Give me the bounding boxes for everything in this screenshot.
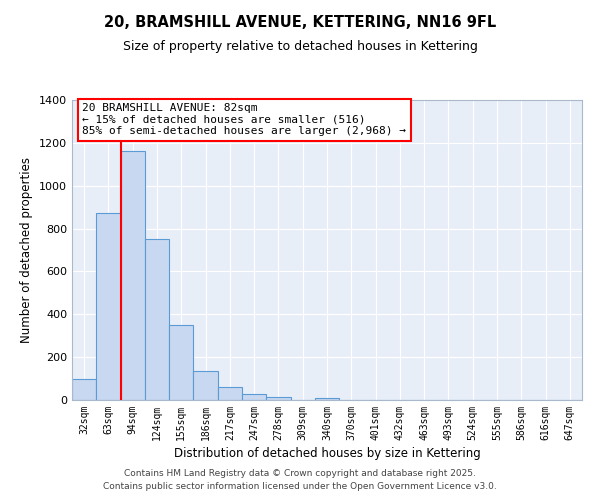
Bar xyxy=(193,371,218,400)
Bar xyxy=(72,378,96,400)
Bar xyxy=(121,152,145,400)
Bar xyxy=(169,325,193,400)
Text: Size of property relative to detached houses in Kettering: Size of property relative to detached ho… xyxy=(122,40,478,53)
Text: Contains HM Land Registry data © Crown copyright and database right 2025.: Contains HM Land Registry data © Crown c… xyxy=(124,468,476,477)
Bar xyxy=(96,212,121,400)
Text: 20, BRAMSHILL AVENUE, KETTERING, NN16 9FL: 20, BRAMSHILL AVENUE, KETTERING, NN16 9F… xyxy=(104,15,496,30)
Bar xyxy=(145,240,169,400)
Bar xyxy=(266,397,290,400)
Y-axis label: Number of detached properties: Number of detached properties xyxy=(20,157,34,343)
Bar xyxy=(218,387,242,400)
Text: 20 BRAMSHILL AVENUE: 82sqm
← 15% of detached houses are smaller (516)
85% of sem: 20 BRAMSHILL AVENUE: 82sqm ← 15% of deta… xyxy=(82,103,406,136)
Bar xyxy=(242,394,266,400)
X-axis label: Distribution of detached houses by size in Kettering: Distribution of detached houses by size … xyxy=(173,447,481,460)
Text: Contains public sector information licensed under the Open Government Licence v3: Contains public sector information licen… xyxy=(103,482,497,491)
Bar xyxy=(315,398,339,400)
